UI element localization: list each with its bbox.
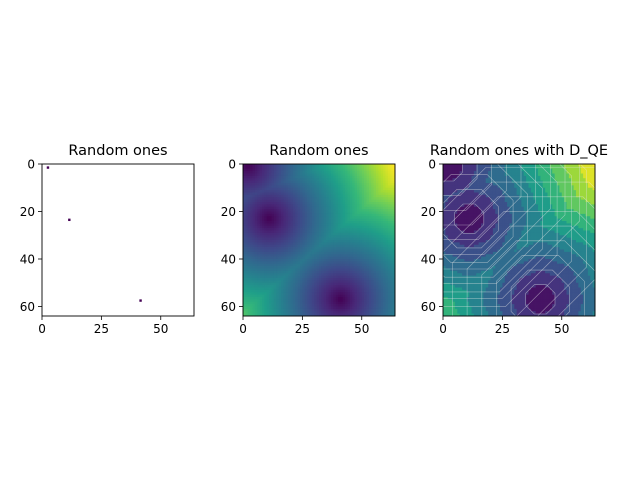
x-tick-label: 50 — [554, 322, 569, 336]
x-tick-label: 0 — [239, 322, 247, 336]
contour-line — [443, 164, 493, 211]
panel-random-ones-binary: Random ones 0 25 50 0 20 40 60 — [20, 143, 195, 336]
panel-random-ones-distance: Random ones 0 25 50 0 20 40 60 — [221, 143, 396, 336]
contour-line — [496, 255, 585, 316]
one-pixel — [68, 218, 71, 222]
heatmap-image — [42, 164, 194, 316]
y-tick-label: 60 — [221, 300, 236, 314]
x-tick-label: 25 — [495, 322, 510, 336]
y-tick-label: 20 — [221, 205, 236, 219]
contour-line — [452, 211, 595, 316]
y-tick-label: 0 — [27, 157, 35, 171]
y-tick-label: 40 — [20, 252, 35, 266]
x-tick-label: 0 — [38, 322, 46, 336]
panel-title: Random ones with D_QE — [430, 143, 608, 159]
heatmap-image — [243, 164, 396, 317]
contour-line — [443, 164, 536, 255]
contour-line — [454, 203, 485, 234]
y-tick-label: 20 — [421, 205, 436, 219]
contour-line — [443, 164, 580, 299]
y-tick-label: 40 — [421, 252, 436, 266]
contour-line — [443, 164, 558, 307]
x-tick-label: 50 — [153, 322, 168, 336]
y-tick-label: 0 — [428, 157, 436, 171]
axes-frame — [442, 163, 596, 317]
one-pixel — [46, 166, 50, 169]
one-pixel — [139, 299, 142, 302]
contour-line — [466, 225, 595, 316]
contour-line — [443, 164, 528, 278]
y-tick-label: 20 — [20, 205, 35, 219]
contour-line — [443, 164, 507, 226]
contour-line — [525, 284, 556, 315]
axes-frame — [41, 163, 195, 317]
y-tick-label: 60 — [421, 300, 436, 314]
x-tick-label: 25 — [94, 322, 109, 336]
y-tick-label: 0 — [228, 157, 236, 171]
contour-line — [443, 164, 551, 270]
contour-line — [443, 164, 566, 284]
contour-line — [443, 174, 514, 263]
contour-lines — [443, 164, 595, 316]
x-tick-label: 50 — [354, 322, 369, 336]
contour-line — [443, 188, 499, 249]
x-tick-label: 25 — [295, 322, 310, 336]
contour-line — [443, 164, 522, 240]
axes-frame — [242, 163, 396, 317]
y-tick-label: 40 — [221, 252, 236, 266]
contour-line — [443, 164, 478, 197]
y-tick-label: 60 — [20, 300, 35, 314]
x-tick-label: 0 — [439, 322, 447, 336]
contour-line — [510, 269, 570, 316]
panel-title: Random ones — [269, 143, 368, 159]
panel-random-ones-dqe: Random ones with D_QE 0 25 50 0 20 40 60 — [421, 143, 608, 336]
contour-line — [443, 164, 463, 182]
contour-line — [481, 240, 595, 316]
panel-title: Random ones — [68, 143, 167, 159]
contour-line — [443, 164, 543, 293]
